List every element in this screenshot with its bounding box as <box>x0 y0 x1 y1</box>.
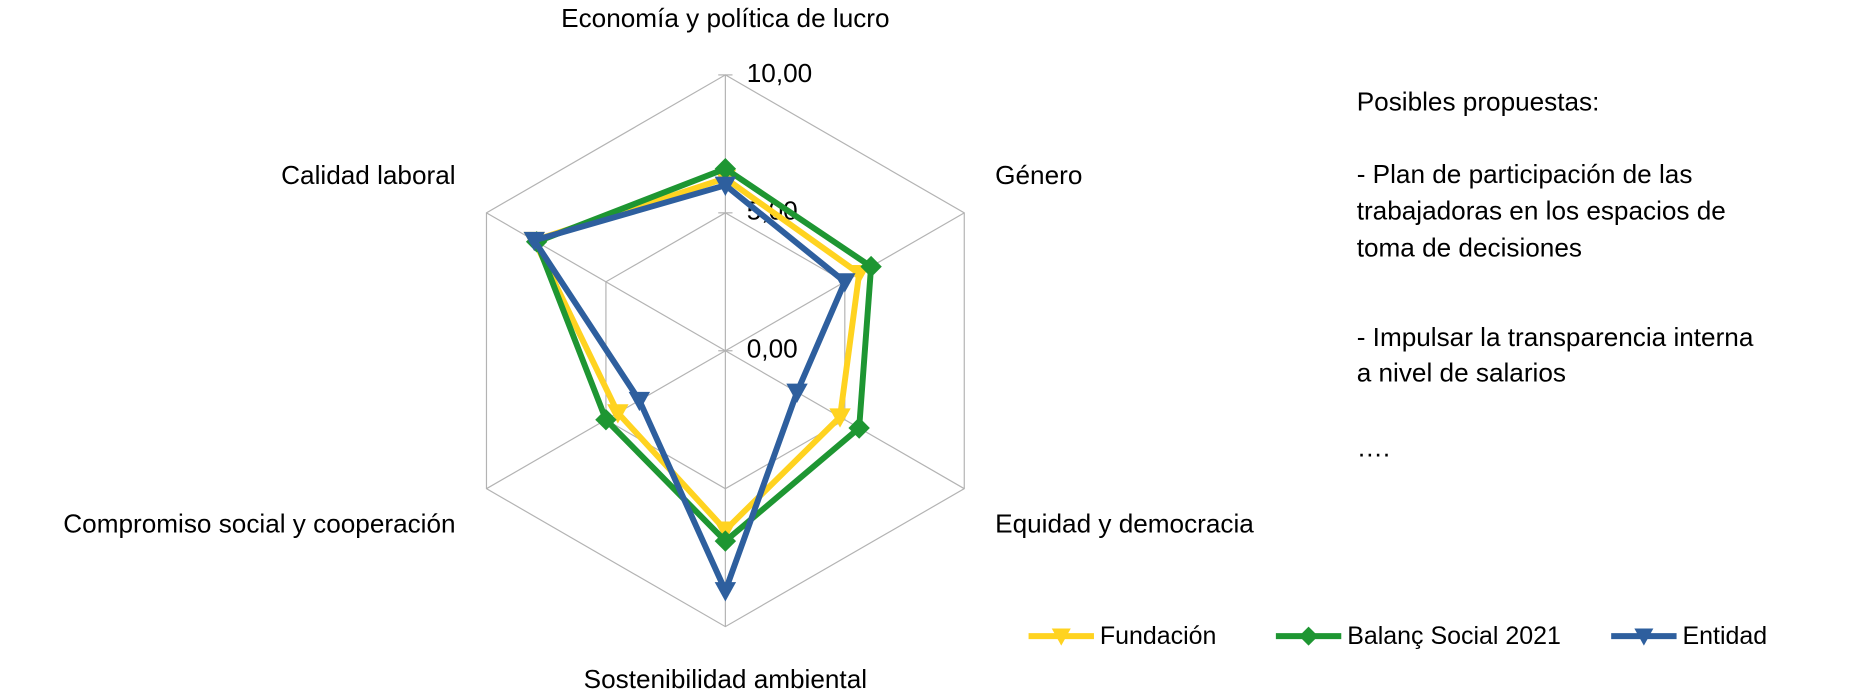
annotation: Posibles propuestas: <box>1357 86 1600 116</box>
category-label: Sostenibilidad ambiental <box>584 664 867 692</box>
marker <box>834 273 856 293</box>
r-tick-label: 0,00 <box>747 334 798 364</box>
category-label: Compromiso social y cooperación <box>63 508 455 538</box>
spoke <box>725 350 965 490</box>
category-label: Calidad laboral <box>281 160 455 190</box>
legend-label: Fundación <box>1100 622 1217 650</box>
category-label: Equidad y democracia <box>995 508 1254 538</box>
annotation: trabajadoras en los espacios de <box>1357 196 1726 226</box>
annotation: toma de decisiones <box>1357 233 1582 263</box>
legend-label: Balanç Social 2021 <box>1347 622 1561 650</box>
category-label: Economía y política de lucro <box>561 3 889 33</box>
marker <box>607 404 629 424</box>
annotation: - Plan de participación de las <box>1357 159 1693 189</box>
marker <box>714 582 737 602</box>
marker <box>595 409 617 431</box>
marker <box>714 157 737 180</box>
annotation: …. <box>1357 432 1390 462</box>
marker <box>848 417 870 439</box>
marker <box>786 383 808 403</box>
annotation: - Impulsar la transparencia interna <box>1357 322 1754 352</box>
marker <box>714 530 737 552</box>
marker <box>1051 628 1071 646</box>
marker <box>523 231 545 252</box>
marker <box>628 391 651 412</box>
legend-label: Entidad <box>1683 622 1768 650</box>
r-tick-label: 10,00 <box>747 58 812 88</box>
marker <box>1634 628 1654 646</box>
marker <box>860 255 882 278</box>
marker <box>714 176 737 196</box>
category-label: Género <box>995 160 1082 190</box>
marker <box>829 408 851 428</box>
annotation: a nivel de salarios <box>1357 357 1566 387</box>
marker <box>1299 626 1319 646</box>
